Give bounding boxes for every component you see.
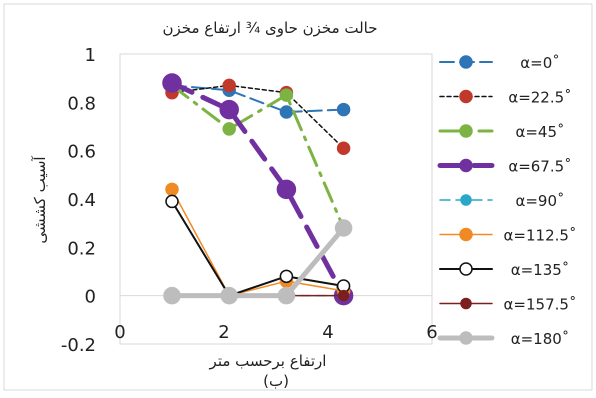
legend-label: α=157.5˚ bbox=[504, 296, 577, 314]
legend-label: α=67.5˚ bbox=[508, 158, 571, 176]
data-point bbox=[165, 182, 179, 197]
legend-marker bbox=[459, 55, 473, 69]
legend-item: α=45˚ bbox=[438, 123, 565, 141]
series-line bbox=[171, 84, 345, 149]
data-point bbox=[279, 88, 294, 102]
axes-group: -0.2 0 0.2 0.4 0.6 0.8 1 0 2 4 6 bbox=[61, 45, 438, 356]
series-line bbox=[170, 83, 346, 230]
legend-item: α=22.5˚ bbox=[439, 89, 572, 107]
y-tick-label: 0 bbox=[85, 287, 96, 308]
series-line bbox=[169, 225, 347, 299]
legend-item: α=180˚ bbox=[437, 330, 570, 348]
legend-item: α=157.5˚ bbox=[439, 296, 577, 314]
series-line bbox=[171, 200, 345, 297]
y-tick-label: -0.2 bbox=[61, 335, 96, 356]
y-tick-label: 0.8 bbox=[67, 93, 96, 114]
data-point bbox=[336, 141, 351, 155]
chart-title: حالت مخزن حاوی ¾ ارتفاع مخزن bbox=[162, 19, 377, 37]
legend-item: α=112.5˚ bbox=[439, 227, 577, 245]
legend-item: α=67.5˚ bbox=[437, 158, 572, 176]
plot-area bbox=[119, 53, 433, 345]
series-line bbox=[171, 188, 345, 297]
x-axis-title: ارتفاع برحسب متر bbox=[209, 352, 327, 370]
legend-marker bbox=[459, 124, 473, 138]
y-tick-label: 1 bbox=[85, 45, 96, 66]
legend-item: α=90˚ bbox=[439, 192, 565, 210]
data-point bbox=[276, 179, 297, 200]
data-point bbox=[220, 286, 238, 305]
y-tick-label: 0.4 bbox=[67, 190, 96, 211]
legend-item: α=135˚ bbox=[439, 261, 570, 279]
y-tick-label: 0.6 bbox=[67, 142, 96, 163]
y-tick-label: 0.2 bbox=[67, 238, 96, 259]
legend-label: α=0˚ bbox=[520, 54, 560, 72]
legend-marker bbox=[460, 194, 472, 206]
data-point bbox=[334, 219, 353, 237]
legend-marker bbox=[459, 227, 473, 242]
legend-marker bbox=[459, 331, 473, 345]
data-point bbox=[163, 286, 181, 305]
legend-label: α=180˚ bbox=[511, 330, 570, 348]
series-line bbox=[171, 84, 345, 113]
series-group bbox=[162, 73, 354, 306]
legend-label: α=22.5˚ bbox=[508, 89, 571, 107]
x-tick-label: 4 bbox=[322, 322, 333, 343]
data-point bbox=[336, 102, 351, 117]
series-8 bbox=[163, 219, 353, 305]
data-point bbox=[222, 78, 236, 93]
legend-marker bbox=[459, 89, 473, 104]
data-point bbox=[219, 99, 239, 120]
y-axis-title: آسیب کششی bbox=[31, 156, 49, 244]
series-3 bbox=[162, 73, 354, 306]
data-point bbox=[277, 286, 296, 305]
data-point bbox=[222, 122, 236, 136]
series-line bbox=[169, 80, 347, 299]
legend-item: α=0˚ bbox=[439, 54, 560, 72]
legend: α=0˚ α=22.5˚ α=45˚ α=67.5˚ α=90˚ α=112.5˚ α=13… bbox=[437, 54, 577, 348]
data-point bbox=[279, 269, 294, 284]
legend-label: α=45˚ bbox=[515, 123, 564, 141]
chart-border bbox=[3, 3, 593, 391]
x-tick-label: 6 bbox=[426, 322, 437, 343]
data-point bbox=[162, 73, 182, 93]
data-point bbox=[337, 289, 350, 302]
data-point bbox=[279, 105, 294, 119]
data-point bbox=[165, 194, 179, 209]
legend-label: α=112.5˚ bbox=[504, 227, 577, 245]
figure-caption: (ب) bbox=[263, 372, 289, 390]
legend-marker bbox=[460, 297, 472, 310]
legend-label: α=90˚ bbox=[515, 192, 564, 210]
legend-marker bbox=[459, 158, 473, 173]
x-tick-label: 0 bbox=[114, 322, 125, 343]
legend-marker bbox=[459, 262, 473, 276]
legend-label: α=135˚ bbox=[511, 261, 570, 279]
x-tick-label: 2 bbox=[218, 322, 229, 343]
